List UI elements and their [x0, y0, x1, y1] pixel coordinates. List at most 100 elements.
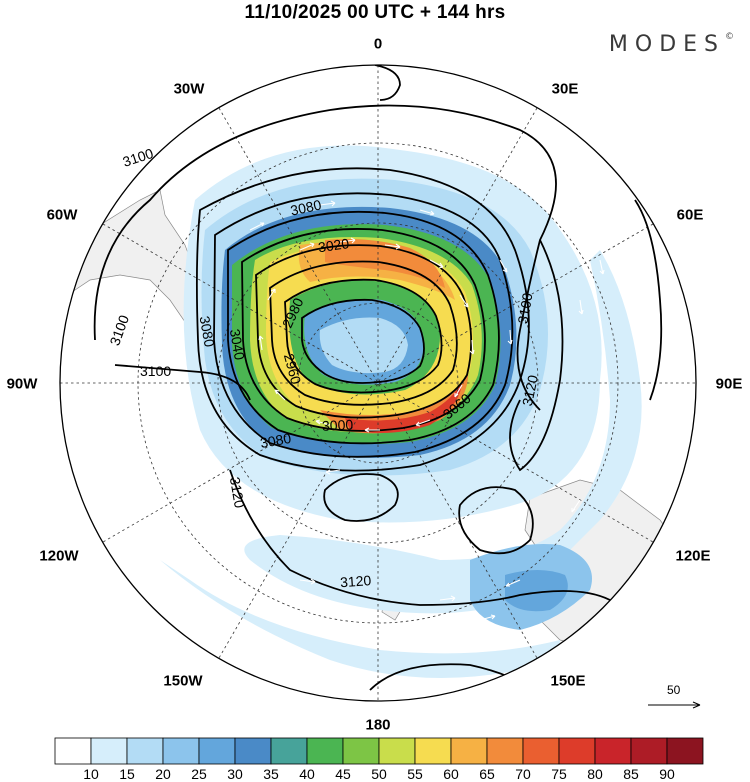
contour-3100-outer — [93, 104, 557, 411]
map-boundary — [59, 64, 697, 702]
colorbar-cell — [342, 737, 380, 765]
colorbar-cell — [90, 737, 128, 765]
contour-3100-north — [374, 65, 401, 101]
colorbar-tick-label: 45 — [335, 766, 351, 782]
wind-arrow — [315, 419, 331, 426]
contour-3100-east — [634, 199, 663, 401]
wind-arrow — [415, 419, 431, 427]
colorbar-tick-label: 25 — [191, 766, 207, 782]
wind-arrow — [384, 243, 401, 250]
lon-label-90e: 90E — [715, 375, 743, 393]
wind-arrow — [599, 259, 605, 275]
lon-label-120w: 120W — [39, 547, 79, 565]
colorbar-tick-label: 85 — [623, 766, 639, 782]
wind-arrow — [364, 427, 380, 433]
colorbar-tick-label: 70 — [515, 766, 531, 782]
contour-label: 3080 — [259, 430, 293, 451]
lon-label-150w: 150W — [163, 672, 203, 690]
contour-3060 — [213, 192, 514, 458]
wind-arrow — [459, 294, 469, 308]
contour-3120-south — [229, 469, 611, 606]
lon-label-150e: 150E — [550, 672, 586, 690]
wind-arrow — [429, 259, 444, 269]
lon-label-0: 0 — [373, 35, 383, 53]
shade-band-15-south — [160, 560, 560, 678]
vector-reference-arrow — [648, 701, 701, 709]
contour-label: 3100 — [514, 291, 535, 325]
colorbar-tick-label: 10 — [83, 766, 99, 782]
contour-3020 — [241, 228, 486, 432]
colorbar-tick-label: 80 — [587, 766, 603, 782]
lon-label-180: 180 — [365, 716, 391, 734]
lon-label-60w: 60W — [46, 206, 78, 224]
colorbar-cell — [522, 737, 560, 765]
wind-arrow — [299, 578, 316, 585]
contour-3120-east — [509, 239, 564, 472]
wind-arrow — [340, 667, 356, 673]
height-contours — [93, 65, 663, 701]
contour-label: 3120 — [340, 572, 372, 590]
wind-arrow — [571, 499, 581, 513]
colorbar-tick-label: 50 — [371, 766, 387, 782]
wind-arrow — [595, 419, 601, 435]
wind-arrow — [479, 614, 496, 621]
lon-label-90w: 90W — [6, 375, 38, 393]
contour-2940 — [301, 298, 425, 384]
contour-3120-loop-b — [458, 486, 534, 555]
colorbar-cell — [378, 737, 416, 765]
colorbar-cell — [450, 737, 488, 765]
lon-label-30e: 30E — [551, 80, 579, 98]
colorbar-cell — [306, 737, 344, 765]
colorbar — [54, 737, 704, 765]
shade-band-inner-20 — [319, 317, 408, 374]
contour-3120-loop-a — [323, 473, 399, 522]
wind-arrow — [454, 384, 463, 398]
colorbar-cell — [594, 737, 632, 765]
colorbar-tick-label: 35 — [263, 766, 279, 782]
colorbar-cell — [414, 737, 452, 765]
meridian-30w-150e — [218, 107, 538, 659]
lon-label-60e: 60E — [676, 206, 704, 224]
contour-label: 2960 — [281, 352, 305, 386]
wind-arrow — [469, 339, 475, 355]
wind-arrow — [499, 259, 508, 273]
wind-arrow — [249, 222, 265, 231]
wind-arrow — [325, 469, 341, 475]
colorbar-cell — [162, 737, 200, 765]
lon-label-30w: 30W — [173, 80, 205, 98]
colorbar-cell — [270, 737, 308, 765]
colorbar-tick-label: 30 — [227, 766, 243, 782]
wind-arrow — [339, 237, 356, 244]
contour-2960 — [284, 278, 443, 394]
brand-copyright-mark: © — [725, 32, 734, 42]
colorbar-cell — [486, 737, 524, 765]
wind-vectors — [213, 200, 605, 673]
contour-label: 3000 — [322, 416, 354, 434]
modes-logo: MODES© — [609, 32, 734, 57]
wind-arrow — [299, 242, 315, 251]
meridian-60w-120e — [102, 223, 654, 543]
wind-arrow — [258, 335, 264, 351]
meridian-30e-150w — [218, 107, 538, 659]
colorbar-cell — [558, 737, 596, 765]
wind-arrow — [249, 639, 265, 647]
contour-label: 3080 — [289, 196, 323, 218]
colorbar-cell — [630, 737, 668, 765]
wind-arrow — [267, 288, 276, 301]
colorbar-tick-label: 90 — [659, 766, 675, 782]
wind-arrow — [213, 519, 221, 533]
latitude-circle — [217, 222, 539, 544]
colorbar-cell — [234, 737, 272, 765]
wind-arrow — [319, 200, 336, 207]
meridian-60e-120w — [102, 223, 654, 543]
wind-arrow — [505, 579, 521, 587]
colorbar-tick-label: 75 — [551, 766, 567, 782]
colorbar-tick-label: 65 — [479, 766, 495, 782]
contour-label: 3120 — [519, 373, 541, 407]
contour-3080 — [195, 167, 530, 472]
contour-label: 3120 — [227, 476, 248, 510]
wind-arrow — [274, 389, 286, 401]
shade-band-aus-30 — [505, 570, 568, 612]
graticule — [60, 65, 696, 701]
